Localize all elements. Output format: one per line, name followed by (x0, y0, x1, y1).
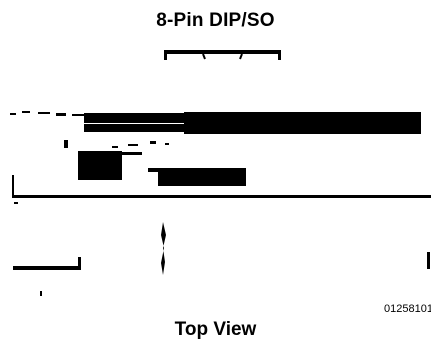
top-bracket (164, 50, 281, 60)
package-outline-fragments (10, 111, 431, 204)
view-caption: Top View (174, 319, 257, 340)
diagram-title: 8-Pin DIP/SO (156, 10, 275, 31)
lower-leads (13, 222, 430, 296)
drawing-number: 01258101 (384, 303, 431, 315)
